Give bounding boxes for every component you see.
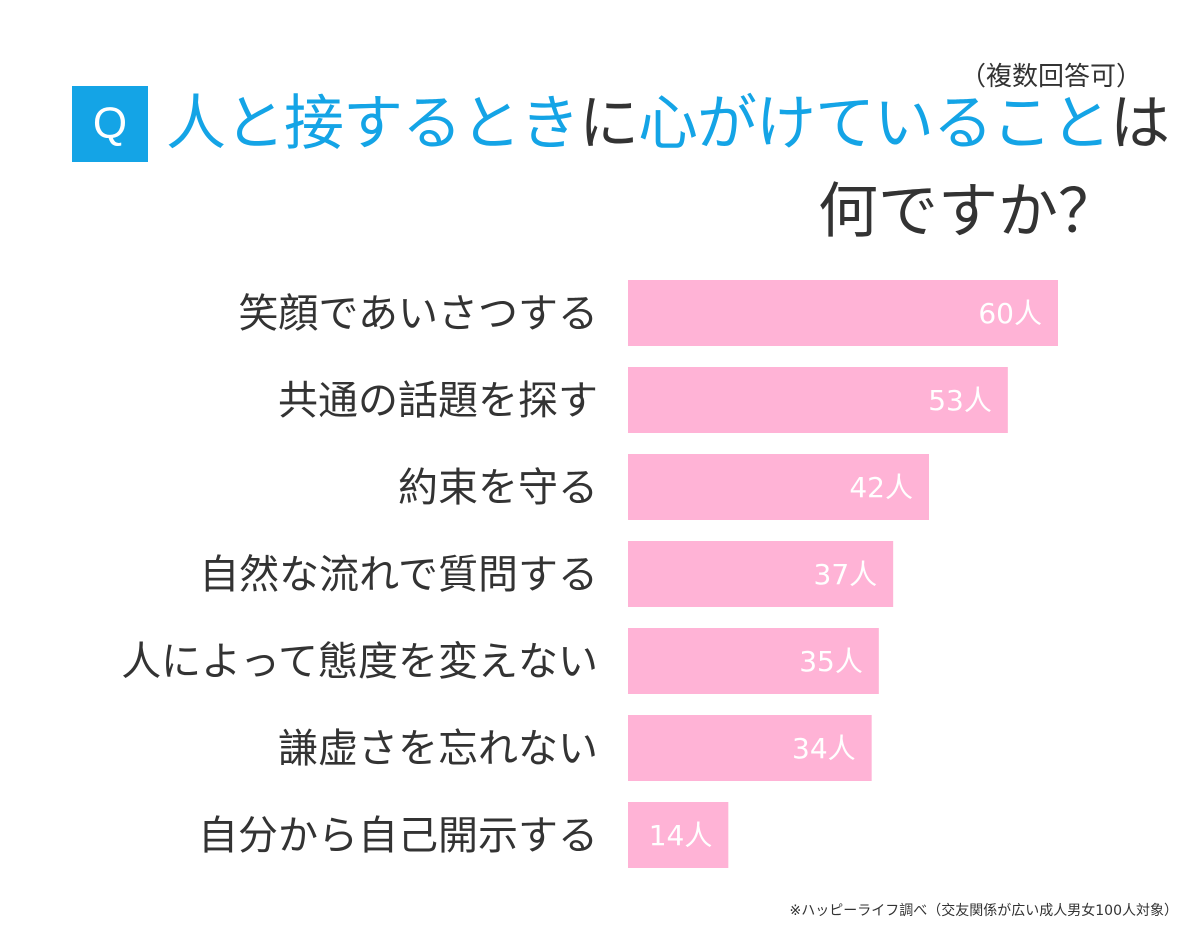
value-label-item-4: 37人 — [814, 558, 878, 591]
bar-item-7 — [628, 802, 729, 868]
category-label-item-3: 約束を守る — [398, 465, 598, 511]
value-label-item-7: 14人 — [649, 819, 713, 852]
value-label-item-1: 60人 — [978, 297, 1042, 330]
value-label-item-2: 53人 — [928, 384, 992, 417]
category-label-item-1: 笑顔であいさつする — [238, 291, 598, 337]
value-label-item-3: 42人 — [849, 471, 913, 504]
category-label-item-6: 謙虚さを忘れない — [278, 726, 598, 772]
category-label-item-4: 自然な流れで質問する — [199, 552, 598, 598]
bar-item-4 — [628, 541, 894, 607]
bar-item-6 — [628, 715, 872, 781]
bar-item-2 — [628, 367, 1008, 433]
bar-item-5 — [628, 628, 879, 694]
value-label-item-5: 35人 — [799, 645, 863, 678]
title-segment-3: 心がけていること — [638, 89, 1111, 159]
question-badge: Q — [72, 86, 148, 162]
question-title-line-1: 人と接するときに心がけていることは — [166, 82, 1170, 166]
category-label-item-2: 共通の話題を探す — [278, 378, 598, 424]
value-label-item-6: 34人 — [792, 732, 856, 765]
title-segment-4: は — [1110, 89, 1170, 159]
bar-item-3 — [628, 454, 929, 520]
source-note: ※ハッピーライフ調べ（交友関係が広い成人男女100人対象） — [789, 903, 1178, 919]
category-label-item-5: 人によって態度を変えない — [121, 639, 598, 685]
category-label-item-7: 自分から自己開示する — [198, 813, 598, 859]
question-title-line-2: 何ですか？ — [818, 177, 1118, 247]
multiple-answer-note: （複数回答可） — [960, 62, 1143, 92]
bar-item-1 — [628, 280, 1058, 346]
title-segment-2: に — [579, 89, 639, 159]
title-segment-1: 人と接するとき — [166, 89, 580, 159]
